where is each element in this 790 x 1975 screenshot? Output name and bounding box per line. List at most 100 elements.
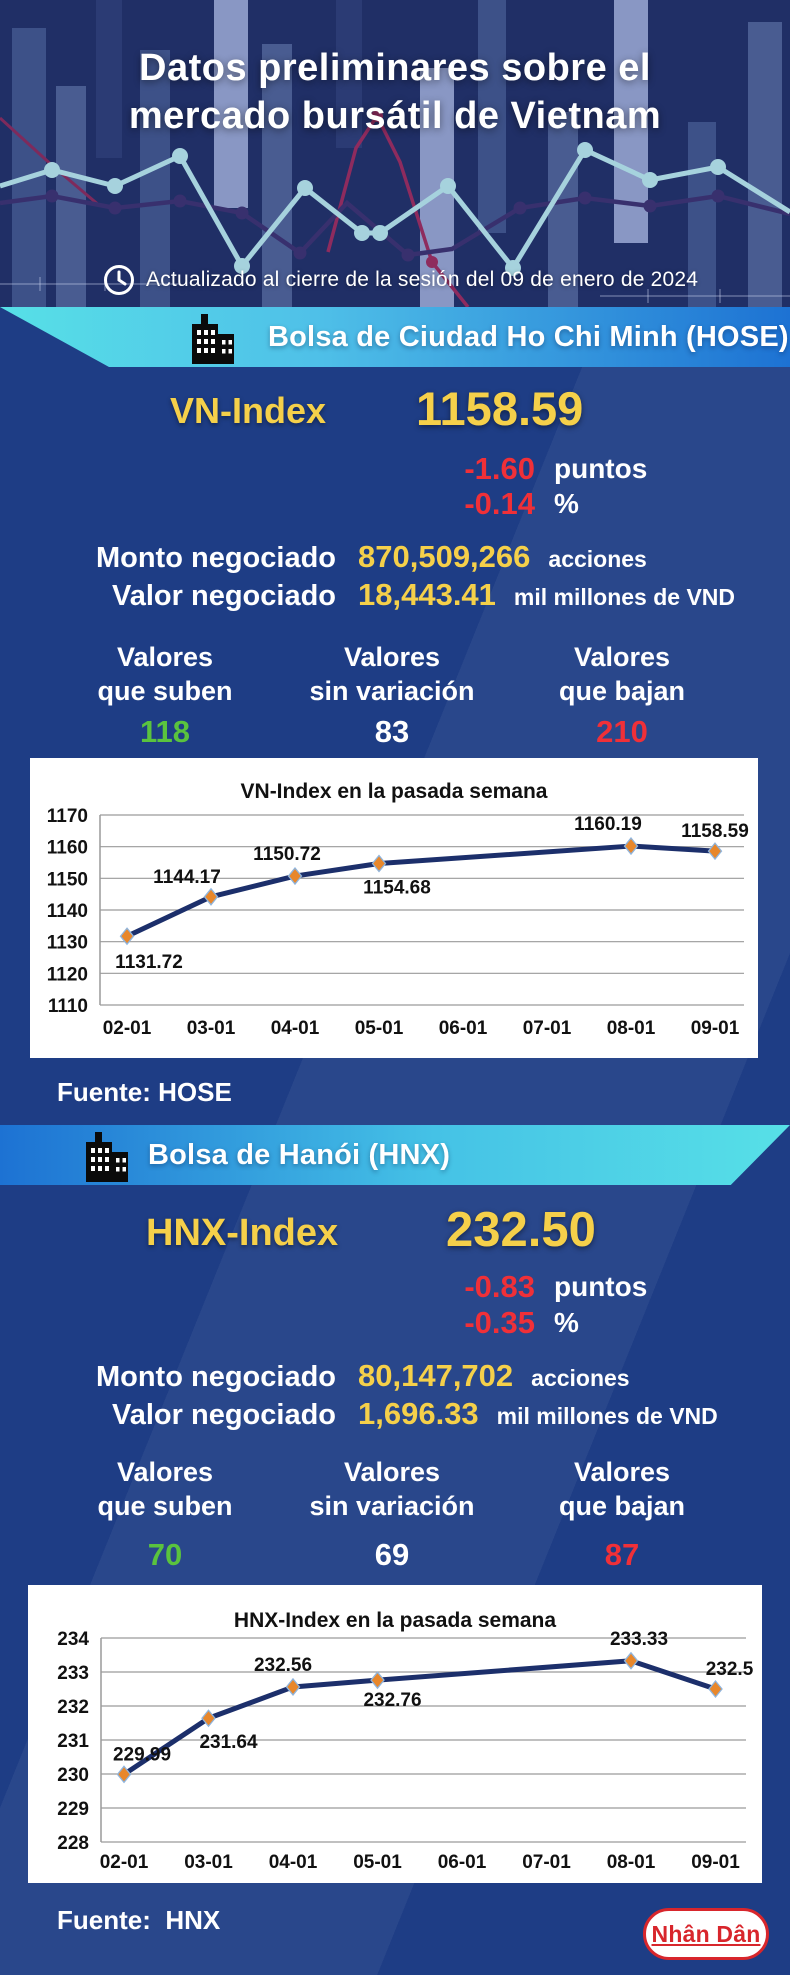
svg-text:03-01: 03-01: [184, 1852, 233, 1873]
page-title-line2: mercado bursátil de Vietnam: [128, 95, 662, 137]
hnx-turnover-label: Valor negociado: [112, 1399, 336, 1431]
hose-turnover-row: Valor negociado 18,443.41 mil millones d…: [0, 577, 790, 613]
hnx-banner-title: Bolsa de Hanói (HNX): [148, 1139, 451, 1171]
lightblue-line-decoration: [0, 142, 790, 276]
svg-text:230: 230: [57, 1765, 89, 1786]
hose-turnover-label: Valor negociado: [112, 580, 336, 612]
nhan-dan-logo-text: Nhân Dân: [651, 1920, 761, 1947]
svg-text:229: 229: [57, 1799, 89, 1820]
hnx-volume-unit: acciones: [531, 1365, 630, 1391]
hnx-index-label: HNX-Index: [146, 1212, 339, 1254]
svg-text:04-01: 04-01: [271, 1018, 320, 1039]
svg-text:232: 232: [57, 1697, 89, 1718]
svg-text:05-01: 05-01: [355, 1018, 404, 1039]
hose-change-percent-row: -0.14 %: [0, 487, 790, 521]
svg-text:233: 233: [57, 1663, 89, 1684]
svg-text:05-01: 05-01: [353, 1852, 402, 1873]
decliners-label-line1: Valores: [573, 642, 671, 672]
hose-banner: Bolsa de Ciudad Ho Chi Minh (HOSE): [0, 307, 790, 367]
decliners-label-line2: que bajan: [558, 676, 686, 706]
svg-text:231: 231: [57, 1731, 89, 1752]
vn-index-chart-svg: 1110 1120 1130 1140 1150 1160 1170 02-01 03-01 04…: [47, 780, 749, 1039]
svg-text:1130: 1130: [47, 933, 88, 954]
svg-text:08-01: 08-01: [607, 1852, 656, 1873]
page-title: Datos preliminares sobre el mercado burs…: [0, 44, 790, 140]
svg-text:03-01: 03-01: [187, 1018, 236, 1039]
hnx-unchanged-count: 69: [374, 1537, 410, 1572]
nhan-dan-logo: Nhân Dân: [643, 1908, 769, 1960]
hnx-index-chart-svg: 228 229 230 231 232 233 234 02-01 03-01 04-01 05-0…: [57, 1609, 753, 1873]
hose-unchanged-count: 83: [374, 714, 410, 749]
hnx-banner: Bolsa de Hanói (HNX): [0, 1125, 790, 1185]
hero-header: Datos preliminares sobre el mercado burs…: [0, 0, 790, 307]
hose-banner-title: Bolsa de Ciudad Ho Chi Minh (HOSE): [268, 321, 789, 353]
hnx-percent-unit: %: [554, 1307, 579, 1338]
unchanged-label-line2: sin variación: [309, 1491, 475, 1521]
hose-decliners-count: 210: [596, 714, 648, 749]
svg-text:02-01: 02-01: [100, 1852, 149, 1873]
svg-text:233.33: 233.33: [610, 1629, 668, 1650]
hose-decliners: Valores que bajan 210: [510, 640, 734, 750]
svg-text:1144.17: 1144.17: [153, 867, 221, 888]
vn-index-value: 1158.59: [416, 382, 584, 435]
hnx-index-value: 232.50: [446, 1203, 596, 1257]
svg-text:232.76: 232.76: [363, 1690, 421, 1711]
hnx-change-percent: -0.35: [464, 1305, 535, 1340]
hnx-source: Fuente: HNX: [57, 1905, 221, 1935]
building-icon: [192, 314, 234, 364]
svg-text:VN-Index en la pasada semana: VN-Index en la pasada semana: [241, 780, 548, 803]
hose-change-points: -1.60: [464, 451, 535, 486]
advancers-label-line2: que suben: [97, 1491, 233, 1521]
hose-turnover-value: 18,443.41: [358, 577, 496, 612]
svg-text:09-01: 09-01: [691, 1852, 740, 1873]
hose-percent-unit: %: [554, 488, 579, 519]
hnx-advancers: Valores que suben 70: [53, 1455, 277, 1573]
svg-text:231.64: 231.64: [199, 1732, 258, 1753]
hnx-change-points: -0.83: [464, 1269, 535, 1304]
svg-text:1150.72: 1150.72: [253, 844, 321, 865]
svg-text:1120: 1120: [47, 964, 88, 985]
svg-text:228: 228: [57, 1833, 89, 1854]
advancers-label-line2: que suben: [97, 676, 233, 706]
unchanged-label-line1: Valores: [343, 1457, 441, 1487]
svg-text:232.56: 232.56: [254, 1655, 312, 1676]
advancers-label-line1: Valores: [116, 1457, 214, 1487]
vn-index-chart: 1110 1120 1130 1140 1150 1160 1170 02-01 03-01 04…: [30, 758, 758, 1058]
hnx-decliners-count: 87: [604, 1537, 640, 1572]
clock-icon: [104, 265, 134, 295]
hnx-unchanged: Valores sin variación 69: [280, 1455, 504, 1573]
page-title-line1: Datos preliminares sobre el: [139, 47, 651, 89]
svg-text:04-01: 04-01: [269, 1852, 318, 1873]
hnx-turnover-unit: mil millones de VND: [496, 1403, 718, 1429]
hnx-change-points-row: -0.83 puntos: [0, 1270, 790, 1304]
svg-text:1131.72: 1131.72: [115, 952, 183, 973]
updated-timestamp: Actualizado al cierre de la sesión del 0…: [146, 268, 699, 291]
decliners-label-line1: Valores: [573, 1457, 671, 1487]
svg-text:09-01: 09-01: [691, 1018, 740, 1039]
svg-text:229.99: 229.99: [113, 1744, 171, 1765]
svg-text:08-01: 08-01: [607, 1018, 656, 1039]
decliners-label-line2: que bajan: [558, 1491, 686, 1521]
hnx-volume-value: 80,147,702: [358, 1358, 514, 1393]
hose-points-unit: puntos: [554, 453, 648, 484]
hose-change-points-row: -1.60 puntos: [0, 452, 790, 486]
hnx-points-unit: puntos: [554, 1271, 648, 1302]
hnx-change-percent-row: -0.35 %: [0, 1306, 790, 1340]
svg-text:06-01: 06-01: [439, 1018, 488, 1039]
hose-volume-row: Monto negociado 870,509,266 acciones: [0, 539, 790, 575]
svg-text:1160: 1160: [47, 838, 88, 859]
vn-index-label: VN-Index: [170, 390, 327, 431]
svg-text:02-01: 02-01: [103, 1018, 152, 1039]
hose-advancers-count: 118: [139, 714, 190, 749]
svg-text:1160.19: 1160.19: [574, 814, 642, 835]
stock-chart-decoration: [0, 0, 790, 307]
svg-text:234: 234: [57, 1629, 89, 1650]
hose-volume-value: 870,509,266: [358, 539, 531, 574]
hose-unchanged: Valores sin variación 83: [280, 640, 504, 750]
svg-text:06-01: 06-01: [438, 1852, 487, 1873]
svg-text:1154.68: 1154.68: [363, 878, 431, 899]
svg-text:07-01: 07-01: [523, 1018, 572, 1039]
hnx-volume-row: Monto negociado 80,147,702 acciones: [0, 1358, 790, 1394]
unchanged-label-line2: sin variación: [309, 676, 475, 706]
